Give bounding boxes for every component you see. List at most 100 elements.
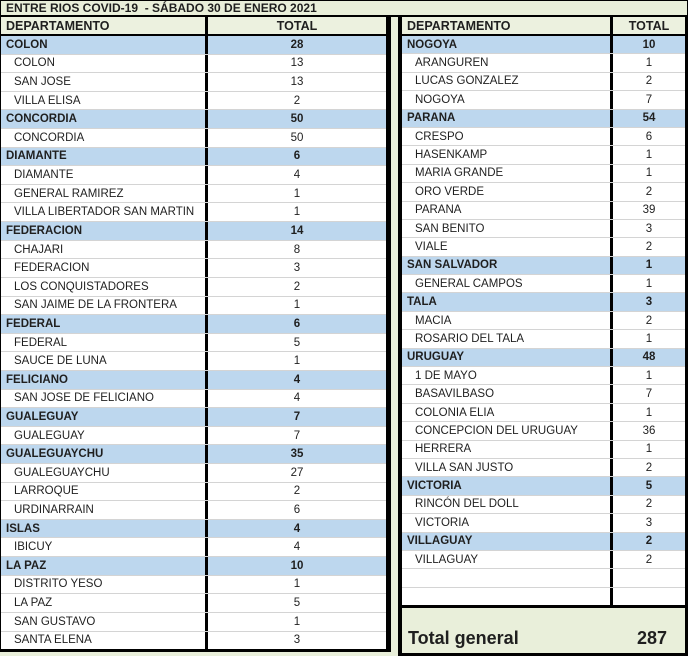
department-cell: GENERAL RAMIREZ bbox=[14, 187, 124, 200]
department-subtotal-row: NOGOYA 10 bbox=[402, 36, 685, 55]
department-cell: SAN JOSE DE FELICIANO bbox=[14, 392, 154, 405]
left-table-body: COLON 28 COLON 13 SAN JOSE 13 VILLA ELISA 2 CONC… bbox=[1, 36, 386, 650]
locality-row: URDINARRAIN 6 bbox=[1, 501, 386, 520]
department-subtotal-row: VILLAGUAY 2 bbox=[402, 532, 685, 551]
total-cell: 2 bbox=[205, 277, 386, 296]
total-cell: 1 bbox=[610, 330, 685, 348]
locality-row: DISTRITO YESO 1 bbox=[1, 575, 386, 595]
total-cell: 2 bbox=[610, 183, 685, 201]
department-cell: FEDERAL bbox=[14, 336, 68, 349]
total-cell: 10 bbox=[205, 557, 386, 575]
department-cell: LA PAZ bbox=[14, 597, 53, 610]
department-cell: NOGOYA bbox=[415, 93, 465, 106]
locality-row: LA PAZ 5 bbox=[1, 594, 386, 613]
department-subtotal-row: COLON 28 bbox=[1, 36, 386, 55]
department-cell: LOS CONQUISTADORES bbox=[14, 280, 149, 293]
locality-row: COLON 13 bbox=[1, 54, 386, 74]
locality-row: SANTA ELENA 3 bbox=[1, 631, 386, 650]
column-header-departamento: DEPARTAMENTO bbox=[407, 18, 511, 33]
left-table: DEPARTAMENTO TOTAL COLON 28 COLON 13 SAN JOS… bbox=[0, 17, 391, 652]
department-cell: ROSARIO DEL TALA bbox=[415, 332, 525, 345]
department-subtotal-row: ISLAS 4 bbox=[1, 519, 386, 539]
locality-row: CRESPO 6 bbox=[402, 127, 685, 147]
total-cell: 1 bbox=[610, 403, 685, 422]
department-subtotal-row: VICTORIA 5 bbox=[402, 477, 685, 496]
department-cell: SAN JAIME DE LA FRONTERA bbox=[14, 299, 177, 312]
department-cell: GUALEGUAYCHU bbox=[14, 466, 110, 479]
grand-total-label: Total general bbox=[408, 628, 519, 648]
total-cell bbox=[610, 587, 685, 606]
department-cell: COLONIA ELIA bbox=[415, 406, 495, 419]
total-cell: 6 bbox=[205, 147, 386, 166]
total-cell: 54 bbox=[610, 109, 685, 127]
department-cell: GUALEGUAY bbox=[6, 410, 79, 423]
locality-row: FEDERACION 3 bbox=[1, 259, 386, 278]
total-cell: 2 bbox=[610, 550, 685, 569]
locality-row: HASENKAMP 1 bbox=[402, 146, 685, 165]
department-cell: VILLA LIBERTADOR SAN MARTIN bbox=[14, 206, 195, 219]
total-cell: 10 bbox=[610, 36, 685, 54]
total-cell: 6 bbox=[610, 127, 685, 146]
locality-row: VILLA SAN JUSTO 2 bbox=[402, 458, 685, 478]
department-cell: CONCEPCION DEL URUGUAY bbox=[415, 424, 578, 437]
department-cell: LARROQUE bbox=[14, 485, 79, 498]
department-cell: FEDERACION bbox=[14, 262, 90, 275]
locality-row: PARANA 39 bbox=[402, 201, 685, 220]
total-cell: 6 bbox=[205, 501, 386, 519]
locality-row: GUALEGUAY 7 bbox=[1, 426, 386, 446]
grand-total-value: 287 bbox=[636, 628, 667, 648]
locality-row: VILLA ELISA 2 bbox=[1, 91, 386, 111]
department-cell: ARANGUREN bbox=[415, 57, 489, 70]
column-header-departamento: DEPARTAMENTO bbox=[6, 18, 110, 33]
total-cell: 50 bbox=[205, 110, 386, 129]
department-subtotal-row: URUGUAY 48 bbox=[402, 348, 685, 368]
locality-row: SAN JOSE DE FELICIANO 4 bbox=[1, 389, 386, 409]
locality-row: LUCAS GONZALEZ 2 bbox=[402, 72, 685, 92]
locality-row: COLONIA ELIA 1 bbox=[402, 403, 685, 423]
department-cell: BASAVILBASO bbox=[415, 388, 495, 401]
department-cell: VICTORIA bbox=[407, 480, 462, 493]
locality-row: MARIA GRANDE 1 bbox=[402, 164, 685, 184]
locality-row: SAUCE DE LUNA 1 bbox=[1, 352, 386, 371]
department-subtotal-row: DIAMANTE 6 bbox=[1, 147, 386, 167]
total-cell: 1 bbox=[205, 203, 386, 222]
total-cell: 5 bbox=[205, 594, 386, 612]
department-subtotal-row: GUALEGUAY 7 bbox=[1, 408, 386, 427]
total-cell: 4 bbox=[205, 389, 386, 408]
locality-row: IBICUY 4 bbox=[1, 538, 386, 558]
department-cell: CHAJARI bbox=[14, 243, 64, 256]
department-cell: NOGOYA bbox=[407, 38, 458, 51]
department-cell: CRESPO bbox=[415, 130, 464, 143]
total-cell: 4 bbox=[205, 538, 386, 557]
total-cell: 8 bbox=[205, 240, 386, 259]
department-subtotal-row: LA PAZ 10 bbox=[1, 557, 386, 576]
department-cell: SAN JOSE bbox=[14, 76, 71, 89]
total-cell: 2 bbox=[610, 72, 685, 91]
department-cell: FEDERACION bbox=[6, 224, 83, 237]
total-cell: 3 bbox=[610, 219, 685, 238]
department-cell bbox=[402, 588, 610, 605]
locality-row: ARANGUREN 1 bbox=[402, 54, 685, 73]
total-cell: 7 bbox=[610, 91, 685, 109]
total-cell: 4 bbox=[205, 370, 386, 389]
locality-row: FEDERAL 5 bbox=[1, 333, 386, 353]
column-header-total: TOTAL bbox=[610, 17, 685, 34]
department-cell: COLON bbox=[6, 38, 48, 51]
locality-row: SAN BENITO 3 bbox=[402, 219, 685, 239]
total-cell: 7 bbox=[205, 426, 386, 445]
total-cell: 5 bbox=[610, 477, 685, 495]
total-cell: 2 bbox=[610, 532, 685, 550]
department-cell: DISTRITO YESO bbox=[14, 578, 103, 591]
department-cell: 1 DE MAYO bbox=[415, 369, 477, 382]
department-cell bbox=[402, 569, 610, 586]
department-cell: CONCORDIA bbox=[14, 131, 85, 144]
department-cell: VICTORIA bbox=[415, 516, 470, 529]
department-cell: GUALEGUAY bbox=[14, 429, 85, 442]
total-cell: 2 bbox=[205, 482, 386, 501]
department-cell: VILLAGUAY bbox=[415, 553, 479, 566]
department-cell: SANTA ELENA bbox=[14, 634, 92, 647]
department-subtotal-row: GUALEGUAYCHU 35 bbox=[1, 445, 386, 465]
locality-row: VIALE 2 bbox=[402, 238, 685, 257]
locality-row: SAN JAIME DE LA FRONTERA 1 bbox=[1, 296, 386, 316]
department-cell: COLON bbox=[14, 57, 55, 70]
